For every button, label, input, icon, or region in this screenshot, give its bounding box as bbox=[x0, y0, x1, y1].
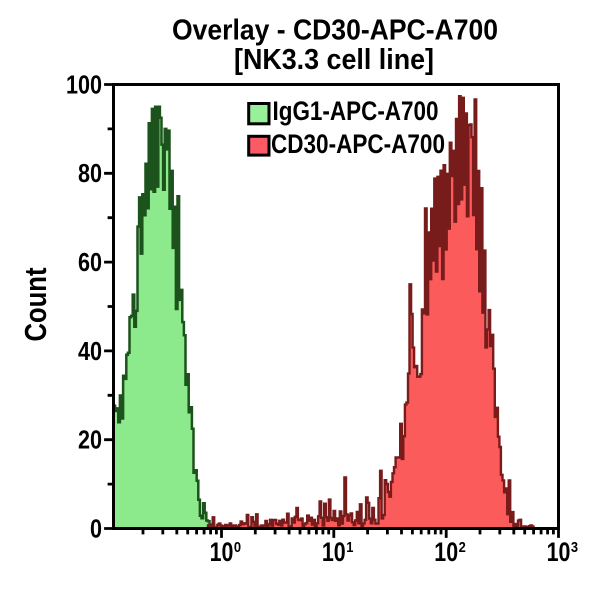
svg-text:20: 20 bbox=[78, 425, 102, 455]
svg-text:0: 0 bbox=[90, 513, 102, 543]
svg-text:[NK3.3 cell line]: [NK3.3 cell line] bbox=[234, 44, 434, 76]
svg-text:3: 3 bbox=[571, 540, 578, 556]
svg-text:60: 60 bbox=[78, 247, 102, 277]
svg-text:1: 1 bbox=[346, 540, 353, 556]
svg-text:CD30-APC-A700: CD30-APC-A700 bbox=[271, 129, 445, 159]
svg-text:100: 100 bbox=[66, 69, 102, 99]
svg-text:80: 80 bbox=[78, 158, 102, 188]
svg-text:40: 40 bbox=[78, 336, 102, 366]
svg-text:Overlay - CD30-APC-A700: Overlay - CD30-APC-A700 bbox=[172, 15, 498, 47]
svg-text:2: 2 bbox=[459, 540, 466, 556]
svg-text:10: 10 bbox=[434, 537, 458, 567]
svg-text:Count: Count bbox=[18, 268, 53, 342]
svg-text:10: 10 bbox=[210, 537, 234, 567]
svg-text:10: 10 bbox=[322, 537, 346, 567]
svg-text:IgG1-APC-A700: IgG1-APC-A700 bbox=[273, 96, 439, 126]
svg-text:0: 0 bbox=[234, 540, 241, 556]
svg-text:10: 10 bbox=[547, 537, 571, 567]
